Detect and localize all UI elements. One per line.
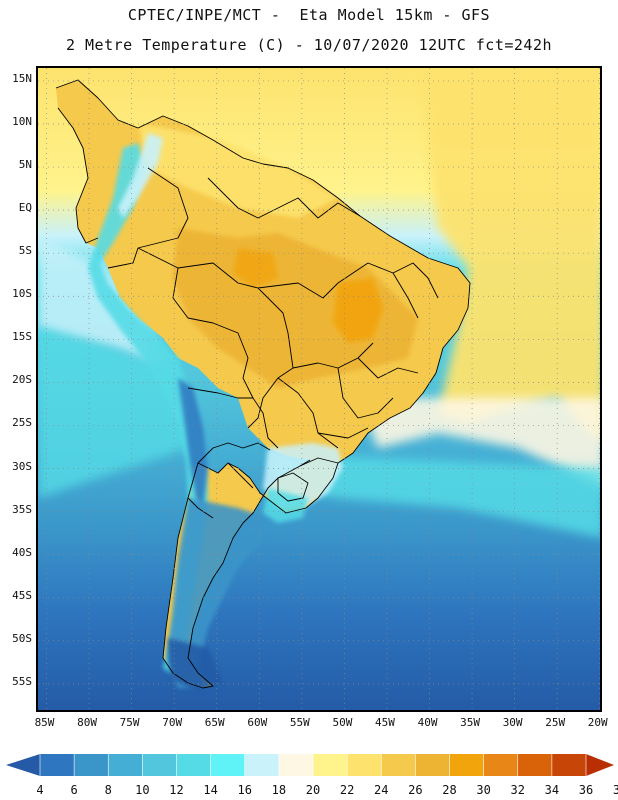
longitude-label: 40W [417,716,438,729]
longitude-label: 80W [77,716,97,729]
pampas-cool [263,488,308,523]
colorbar-label: 18 [271,783,287,797]
colorbar-swatch [74,754,109,776]
colorbar-swatch [415,754,450,776]
latitude-label: 35S [12,502,32,516]
latitude-label: 5N [18,158,32,172]
colorbar-swatch [313,754,348,776]
latitude-label: 30S [12,459,32,473]
colorbar-swatch [517,754,553,776]
colorbar-label: 30 [476,783,491,797]
longitude-label: 75W [119,716,140,729]
colorbar-swatch [278,754,314,776]
latitude-label: 10N [12,114,32,128]
longitude-label: 20W [587,716,608,729]
longitude-label: 30W [502,716,523,729]
colorbar-swatch [210,754,246,776]
colorbar-label: 4 [36,783,44,797]
colorbar-label: 10 [135,783,150,797]
northern-warm-zone [138,123,338,218]
longitude-label: 25W [545,716,566,729]
latitude-label: 15S [12,330,32,344]
hottest-core [333,278,383,343]
latitude-label: 5S [18,244,32,258]
colorbar-label: 32 [510,783,525,797]
hot-spot-west [233,248,278,288]
pacific-cool-band [38,328,188,498]
latitude-label: 15N [12,71,32,85]
colorbar-label: 8 [104,783,112,797]
colorbar-swatch [244,754,280,776]
colorbar-swatch [551,754,587,776]
atlantic-mild-band [358,398,600,487]
colorbar-swatch [381,754,416,776]
latitude-label: 55S [12,674,32,688]
longitude-label: 85W [34,716,55,729]
colorbar-label: 16 [237,783,252,797]
colorbar-max-arrow [586,754,614,776]
colorbar [6,754,614,776]
colorbar-label: 12 [169,783,184,797]
south-america-land [56,80,470,688]
latitude-label: 10S [12,287,32,301]
colorbar-label: 22 [339,783,355,797]
andes-high-peaks [178,378,208,508]
longitude-label: 60W [247,716,268,729]
colorbar-label: 24 [374,783,389,797]
atlantic-cool-band [268,453,600,538]
latitude-label: 50S [12,631,32,645]
colorbar-swatch [108,754,143,776]
colorbar-min-arrow [6,754,40,776]
colorbar-swatch [40,754,75,776]
longitude-label: 50W [332,716,353,729]
colorbar-label: 36 [578,783,594,797]
colorbar-swatch [142,754,177,776]
latitude-label: 45S [12,588,32,602]
map-title: CPTEC/INPE/MCT - Eta Model 15km - GFS [127,6,491,24]
colombian-highlands [118,133,163,218]
colorbar-label: 20 [305,783,321,797]
temperature-map [38,68,600,710]
longitude-label: 45W [375,716,395,729]
colorbar-label: 38 [612,783,618,797]
latitude-label: 20S [12,373,32,387]
longitude-label: 65W [204,716,225,729]
latitude-label: 40S [12,545,32,559]
longitude-label: 70W [162,716,183,729]
colorbar-label: 26 [408,783,423,797]
longitude-label: 55W [289,716,310,729]
latitude-label: 25S [12,416,32,430]
country-borders [55,79,471,689]
colorbar-label: 6 [70,783,78,797]
map-subtitle: 2 Metre Temperature (C) - 10/07/2020 12U… [65,36,553,54]
latitude-label: EQ [18,201,32,215]
colorbar-label: 28 [442,783,457,797]
colorbar-swatch [449,754,485,776]
colorbar-swatch [483,754,519,776]
map-panel [36,66,602,712]
atlantic-warm-region [418,68,600,444]
colorbar-swatch [347,754,382,776]
colorbar-label: 34 [544,783,560,797]
longitude-label: 35W [460,716,480,729]
colorbar-swatch [176,754,212,776]
colorbar-label: 14 [203,783,218,797]
